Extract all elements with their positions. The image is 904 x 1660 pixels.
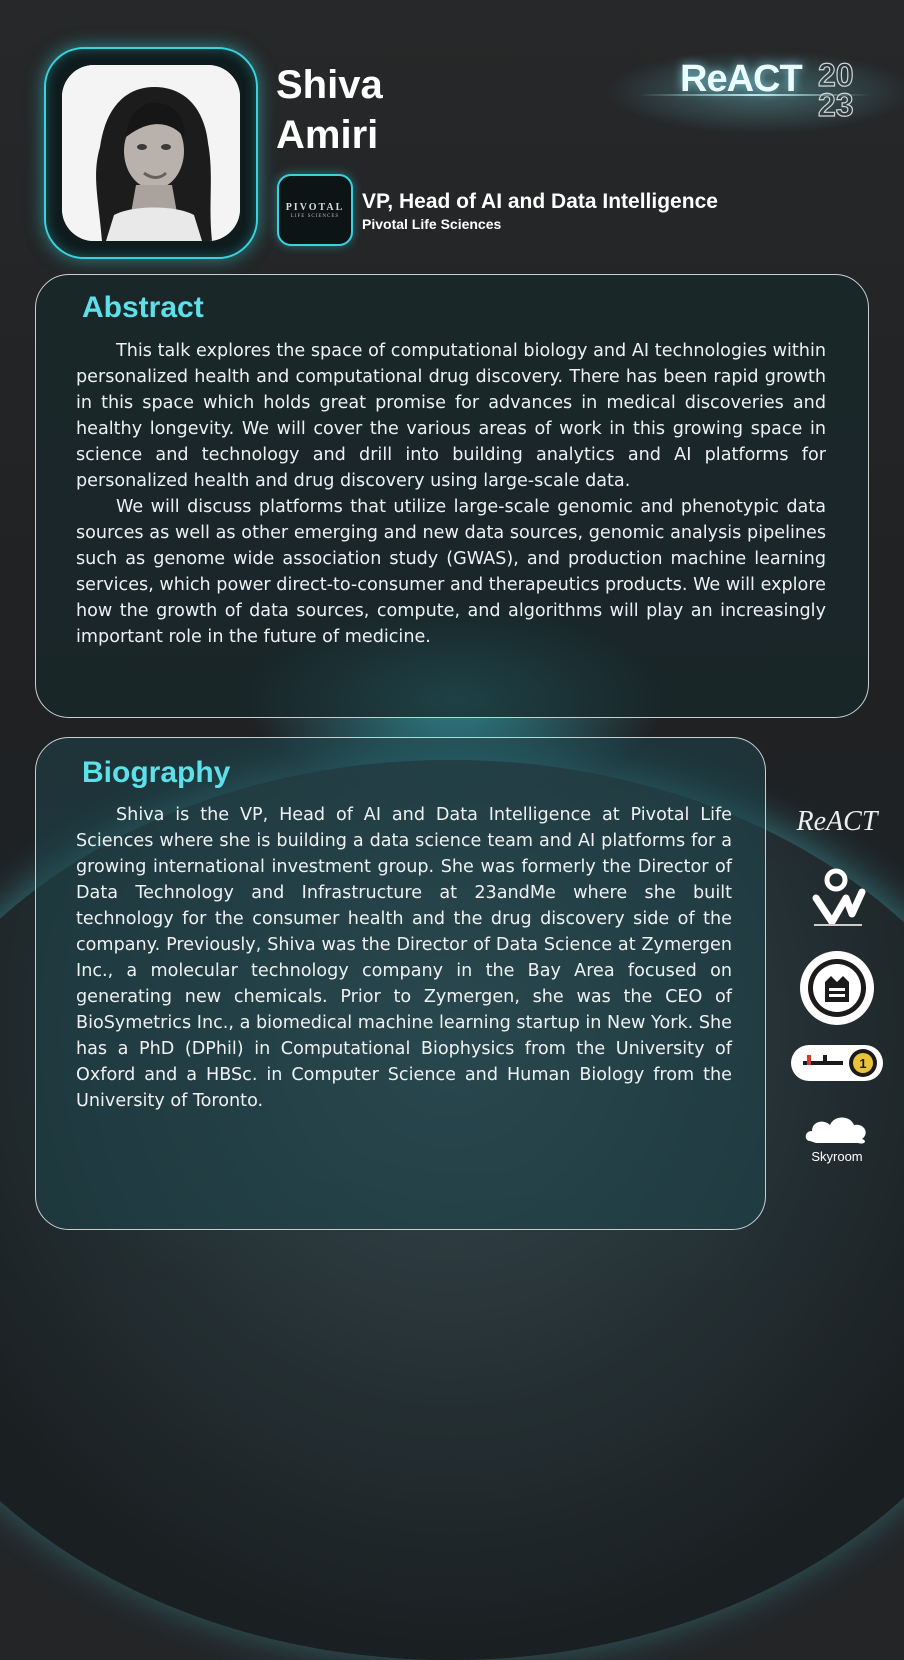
pivotal-life-sciences-logo: PIVOTAL LIFE SCIENCES — [277, 174, 353, 246]
biography-heading: Biography — [82, 756, 231, 789]
event-logo-word: ReACT — [680, 58, 803, 100]
speaker-portrait-image — [62, 65, 240, 241]
company-logo-line1: PIVOTAL — [285, 201, 345, 213]
logo-flare — [640, 94, 870, 96]
react-sponsor-logo: ReACT — [796, 806, 878, 837]
abstract-paragraph-2: We will discuss platforms that utilize l… — [76, 497, 826, 647]
speaker-photo — [62, 65, 240, 241]
abstract-paragraph-1: This talk explores the space of computat… — [76, 341, 826, 491]
event-logo-year-bottom: 23 — [817, 87, 854, 123]
yekta-badge-icon: 1 — [784, 1040, 890, 1086]
abstract-heading: Abstract — [82, 291, 204, 324]
abstract-text: This talk explores the space of computat… — [76, 338, 826, 650]
biography-card: Biography Shiva is the VP, Head of AI an… — [35, 737, 766, 1230]
speaker-last-name: Amiri — [276, 113, 379, 157]
event-logo-year: 20 23 — [817, 57, 870, 123]
speaker-role: VP, Head of AI and Data Intelligence — [362, 190, 718, 213]
event-logo-year-top: 20 — [817, 57, 854, 93]
company-logo-line2: LIFE SCIENCES — [290, 213, 340, 219]
svg-text:1: 1 — [859, 1056, 866, 1071]
skyroom-logo: Skyroom — [784, 1104, 890, 1170]
speaker-name: Shiva Amiri — [276, 60, 383, 160]
biography-paragraph-1: Shiva is the VP, Head of AI and Data Int… — [76, 805, 732, 1111]
speaker-organization: Pivotal Life Sciences — [362, 216, 502, 232]
speaker-first-name: Shiva — [276, 63, 383, 107]
react-2023-logo: ReACT 20 23 — [640, 57, 870, 128]
biography-text: Shiva is the VP, Head of AI and Data Int… — [76, 802, 732, 1114]
sharif-university-seal-icon — [784, 948, 890, 1028]
radical-club-logo-icon — [784, 864, 890, 930]
speaker-photo-frame — [44, 47, 258, 259]
skyroom-cloud-icon — [805, 1117, 866, 1144]
abstract-card: Abstract This talk explores the space of… — [35, 274, 869, 718]
skyroom-label: Skyroom — [811, 1148, 863, 1164]
